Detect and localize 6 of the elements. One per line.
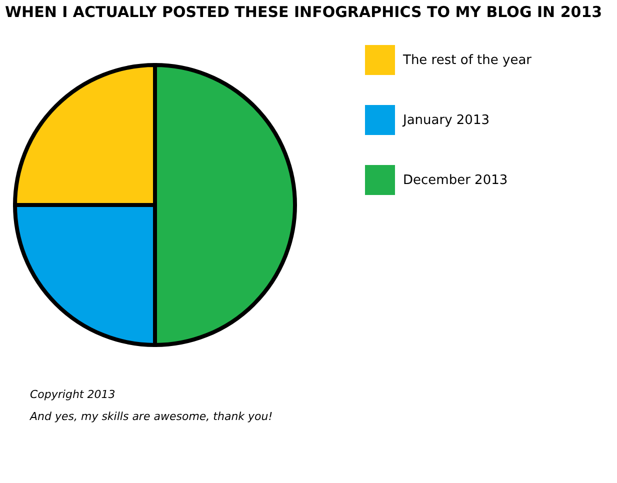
- legend-label: The rest of the year: [402, 53, 532, 68]
- legend-label: January 2013: [402, 113, 490, 128]
- text: And yes, my skills are awesome, thank you!: [29, 410, 273, 423]
- text: Copyright 2013: [30, 388, 116, 401]
- legend-label: December 2013: [403, 173, 508, 188]
- chart-title: WHEN I ACTUALLY POSTED THESE INFOGRAPHICS TO MY BLOG IN 2013: [5, 3, 602, 21]
